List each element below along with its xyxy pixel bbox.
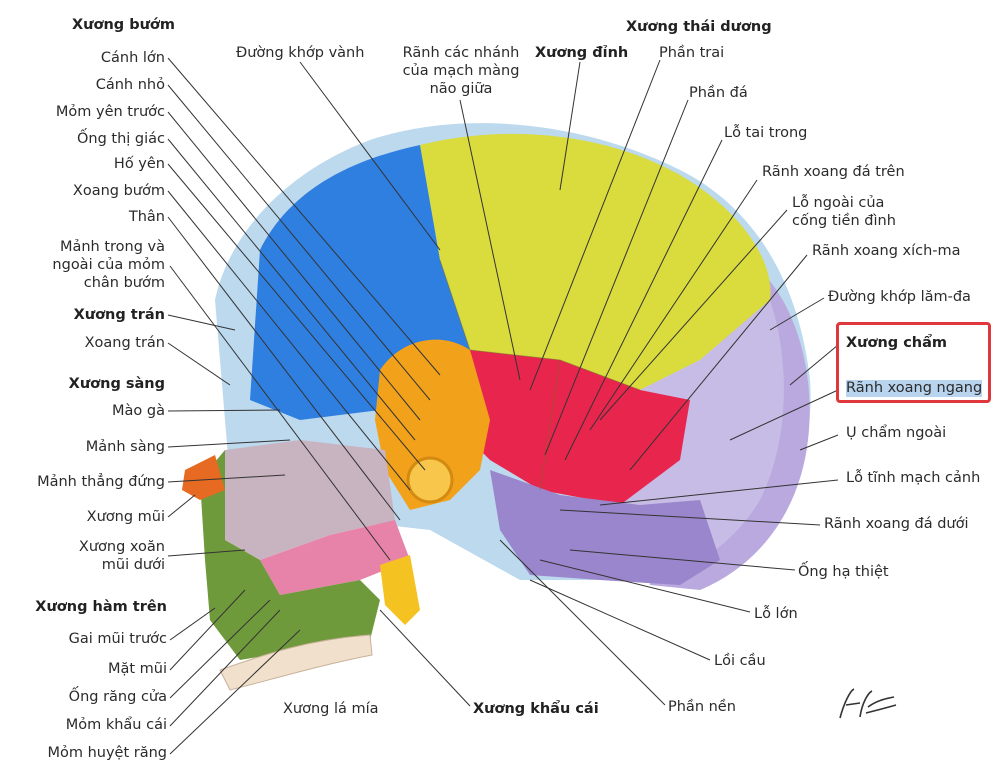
label-xuong-tran: Xương trán bbox=[73, 307, 165, 323]
nasal-bone bbox=[182, 455, 225, 500]
label-mom-khau-cai: Mỏm khẩu cái bbox=[65, 717, 167, 733]
label-canh-nho: Cánh nhỏ bbox=[95, 77, 165, 93]
label-ranh-xoang-da-duoi: Rãnh xoang đá dưới bbox=[824, 516, 969, 532]
label-xuong-ham-tren: Xương hàm trên bbox=[35, 599, 167, 615]
label-than: Thân bbox=[128, 209, 165, 225]
label-phan-trai: Phần trai bbox=[659, 45, 725, 61]
label-xuong-mui: Xương mũi bbox=[86, 509, 165, 525]
label-manh-thang-dung: Mảnh thẳng đứng bbox=[37, 474, 165, 490]
leader-lines bbox=[167, 57, 839, 755]
artist-signature bbox=[839, 688, 897, 719]
label-mat-mui: Mặt mũi bbox=[107, 661, 167, 677]
label-xuong-dinh: Xương đỉnh bbox=[535, 45, 629, 61]
temporal-bone bbox=[450, 350, 690, 505]
label-xuong-xoan-1: Xương xoăn bbox=[78, 539, 165, 555]
label-loi-cau: Lồi cầu bbox=[714, 653, 766, 669]
teeth bbox=[219, 634, 373, 691]
sella-turcica bbox=[406, 456, 454, 504]
highlight-box bbox=[836, 322, 991, 403]
label-ranh-xoang-xich-ma: Rãnh xoang xích-ma bbox=[812, 243, 961, 259]
label-mao-ga: Mào gà bbox=[112, 403, 165, 419]
palatine-bone bbox=[380, 555, 420, 625]
label-phan-nen: Phần nền bbox=[668, 699, 736, 715]
sphenoid-bone bbox=[375, 339, 490, 510]
label-phan-da: Phần đá bbox=[689, 85, 748, 101]
label-xuong-cham: Xương chẩm bbox=[846, 335, 948, 351]
label-lo-tai-trong: Lỗ tai trong bbox=[724, 125, 808, 141]
label-lo-ngoai-1: Lỗ ngoài của bbox=[792, 195, 885, 211]
label-mom-huyet-rang: Mỏm huyệt răng bbox=[47, 745, 167, 761]
label-manh-trong-3: chân bướm bbox=[83, 275, 165, 291]
label-xuong-khau-cai: Xương khẩu cái bbox=[473, 701, 599, 717]
label-mom-yen-truoc: Mỏm yên trước bbox=[55, 104, 165, 120]
label-ong-rang-cua: Ống răng cửa bbox=[68, 689, 167, 705]
label-canh-lon: Cánh lớn bbox=[100, 50, 165, 66]
label-xoang-tran: Xoang trán bbox=[84, 335, 165, 351]
label-duong-khop-lam-da: Đường khớp lăm-đa bbox=[828, 289, 971, 305]
label-manh-trong-2: ngoài của mỏm bbox=[52, 257, 165, 273]
label-ranh-xoang-da-tren: Rãnh xoang đá trên bbox=[762, 164, 905, 180]
label-ong-ha-thiet: Ống hạ thiệt bbox=[798, 564, 889, 580]
ethmoid-bone bbox=[225, 440, 395, 560]
label-manh-trong-1: Mảnh trong và bbox=[59, 239, 165, 255]
label-gai-mui-truoc: Gai mũi trước bbox=[68, 631, 167, 647]
label-xoang-buom: Xoang bướm bbox=[72, 183, 165, 199]
label-ranh-1: Rãnh các nhánh bbox=[402, 45, 520, 61]
label-ho-yen: Hố yên bbox=[113, 156, 165, 172]
label-xuong-buom: Xương bướm bbox=[72, 17, 175, 33]
label-ranh-3: não giữa bbox=[429, 81, 493, 97]
vomer-bone bbox=[260, 520, 410, 595]
label-xuong-la-mia: Xương lá mía bbox=[283, 701, 379, 717]
maxilla-bone bbox=[200, 450, 380, 660]
label-manh-sang: Mảnh sàng bbox=[85, 439, 165, 455]
label-duong-khop-vanh: Đường khớp vành bbox=[236, 45, 365, 61]
label-lo-lon: Lỗ lớn bbox=[754, 606, 798, 622]
label-xuong-xoan-2: mũi dưới bbox=[101, 557, 165, 573]
label-u-cham-ngoai: Ụ chẩm ngoài bbox=[846, 425, 947, 441]
label-xuong-sang: Xương sàng bbox=[68, 376, 165, 392]
label-ranh-2: của mạch màng bbox=[402, 63, 520, 79]
suture-lines bbox=[439, 259, 641, 491]
label-ranh-xoang-ngang[interactable]: Rãnh xoang ngang bbox=[846, 380, 983, 397]
label-ong-thi-giac: Ống thị giác bbox=[76, 131, 165, 147]
label-lo-ngoai-2: cống tiền đình bbox=[792, 213, 896, 229]
label-xuong-thai-duong: Xương thái dương bbox=[626, 19, 772, 35]
parietal-bone bbox=[420, 133, 771, 390]
occipital-base bbox=[490, 470, 720, 585]
label-lo-tinh-mach-canh: Lỗ tĩnh mạch cảnh bbox=[846, 470, 981, 486]
